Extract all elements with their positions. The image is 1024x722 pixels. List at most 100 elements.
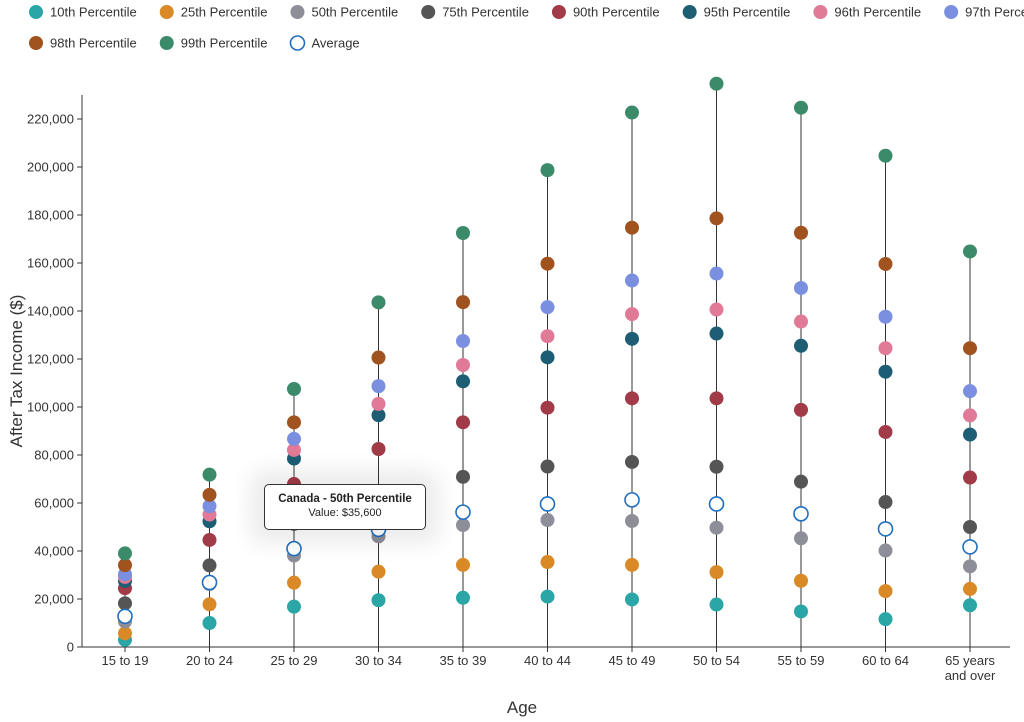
- point-95th-percentile[interactable]: [794, 338, 808, 353]
- point-96th-percentile[interactable]: [456, 358, 470, 372]
- point-75th-percentile[interactable]: [794, 474, 808, 489]
- point-97th-percentile[interactable]: [963, 384, 977, 399]
- legend-item-50th-percentile[interactable]: 50th Percentile: [290, 5, 398, 20]
- point-98th-percentile[interactable]: [709, 211, 724, 226]
- point-98th-percentile[interactable]: [794, 225, 808, 240]
- legend-item-10th-percentile[interactable]: 10th Percentile: [29, 5, 137, 20]
- point-average[interactable]: [793, 505, 809, 522]
- point-50th-percentile[interactable]: [709, 520, 724, 535]
- legend-item-97th-percentile[interactable]: 97th Percentile: [944, 5, 1024, 20]
- point-90th-percentile[interactable]: [202, 532, 217, 547]
- legend-item-98th-percentile[interactable]: 98th Percentile: [29, 36, 137, 51]
- point-96th-percentile[interactable]: [625, 307, 639, 322]
- point-average[interactable]: [539, 496, 556, 512]
- legend[interactable]: 10th Percentile 25th Percentile 50th Perce…: [29, 5, 1024, 51]
- point-75th-percentile[interactable]: [878, 495, 893, 510]
- point-average[interactable]: [708, 496, 725, 512]
- point-75th-percentile[interactable]: [709, 459, 724, 474]
- point-25th-percentile[interactable]: [540, 555, 555, 570]
- data-points[interactable]: [117, 76, 978, 647]
- point-25th-percentile[interactable]: [709, 565, 724, 580]
- point-50th-percentile[interactable]: [540, 513, 555, 528]
- point-average[interactable]: [455, 504, 471, 520]
- point-25th-percentile[interactable]: [118, 626, 132, 641]
- point-99th-percentile[interactable]: [625, 105, 639, 120]
- point-97th-percentile[interactable]: [878, 309, 893, 324]
- point-98th-percentile[interactable]: [371, 350, 386, 365]
- point-75th-percentile[interactable]: [540, 459, 555, 474]
- point-97th-percentile[interactable]: [456, 334, 470, 348]
- point-90th-percentile[interactable]: [540, 400, 555, 415]
- point-75th-percentile[interactable]: [963, 520, 977, 534]
- point-99th-percentile[interactable]: [878, 148, 893, 163]
- point-25th-percentile[interactable]: [202, 597, 217, 612]
- point-10th-percentile[interactable]: [456, 590, 470, 605]
- point-90th-percentile[interactable]: [456, 415, 470, 430]
- point-97th-percentile[interactable]: [794, 280, 808, 295]
- point-99th-percentile[interactable]: [202, 467, 217, 482]
- point-50th-percentile[interactable]: [794, 531, 808, 546]
- point-25th-percentile[interactable]: [371, 564, 386, 579]
- point-97th-percentile[interactable]: [709, 266, 724, 281]
- point-99th-percentile[interactable]: [963, 244, 977, 259]
- point-25th-percentile[interactable]: [456, 557, 470, 572]
- point-99th-percentile[interactable]: [371, 295, 386, 310]
- point-average[interactable]: [201, 574, 218, 591]
- point-97th-percentile[interactable]: [540, 300, 555, 315]
- point-75th-percentile[interactable]: [625, 454, 639, 469]
- point-96th-percentile[interactable]: [878, 341, 893, 356]
- point-96th-percentile[interactable]: [287, 442, 301, 457]
- point-25th-percentile[interactable]: [287, 575, 301, 590]
- point-50th-percentile[interactable]: [625, 514, 639, 528]
- point-98th-percentile[interactable]: [963, 341, 977, 356]
- point-98th-percentile[interactable]: [625, 220, 639, 235]
- point-75th-percentile[interactable]: [456, 469, 470, 484]
- legend-item-25th-percentile[interactable]: 25th Percentile: [159, 5, 268, 20]
- point-98th-percentile[interactable]: [287, 415, 301, 430]
- point-97th-percentile[interactable]: [287, 431, 301, 446]
- point-99th-percentile[interactable]: [287, 382, 301, 396]
- legend-item-average[interactable]: Average: [289, 35, 360, 51]
- point-25th-percentile[interactable]: [963, 581, 977, 596]
- point-97th-percentile[interactable]: [371, 379, 386, 394]
- point-95th-percentile[interactable]: [371, 408, 386, 423]
- point-90th-percentile[interactable]: [709, 391, 724, 406]
- legend-item-95th-percentile[interactable]: 95th Percentile: [682, 5, 791, 20]
- legend-item-99th-percentile[interactable]: 99th Percentile: [159, 36, 268, 51]
- point-95th-percentile[interactable]: [963, 427, 977, 442]
- point-96th-percentile[interactable]: [963, 408, 977, 423]
- point-95th-percentile[interactable]: [709, 326, 724, 341]
- point-96th-percentile[interactable]: [794, 314, 808, 329]
- point-95th-percentile[interactable]: [878, 364, 893, 379]
- point-96th-percentile[interactable]: [371, 396, 386, 411]
- point-average[interactable]: [286, 540, 302, 557]
- point-average[interactable]: [117, 608, 133, 625]
- point-90th-percentile[interactable]: [371, 442, 386, 456]
- point-25th-percentile[interactable]: [625, 557, 639, 572]
- legend-item-75th-percentile[interactable]: 75th Percentile: [421, 5, 529, 20]
- point-95th-percentile[interactable]: [456, 374, 470, 389]
- point-98th-percentile[interactable]: [202, 487, 217, 502]
- point-98th-percentile[interactable]: [118, 558, 132, 573]
- legend-item-96th-percentile[interactable]: 96th Percentile: [813, 5, 921, 20]
- point-95th-percentile[interactable]: [540, 350, 555, 365]
- point-75th-percentile[interactable]: [118, 596, 132, 611]
- point-98th-percentile[interactable]: [540, 256, 555, 271]
- point-95th-percentile[interactable]: [625, 331, 639, 346]
- point-96th-percentile[interactable]: [540, 329, 555, 344]
- point-99th-percentile[interactable]: [456, 226, 470, 240]
- point-25th-percentile[interactable]: [878, 584, 893, 599]
- point-90th-percentile[interactable]: [794, 402, 808, 417]
- point-10th-percentile[interactable]: [794, 604, 808, 619]
- point-10th-percentile[interactable]: [963, 598, 977, 613]
- point-average[interactable]: [877, 521, 894, 537]
- point-25th-percentile[interactable]: [794, 573, 808, 588]
- point-96th-percentile[interactable]: [709, 302, 724, 317]
- point-50th-percentile[interactable]: [963, 559, 977, 574]
- point-98th-percentile[interactable]: [878, 256, 893, 271]
- point-90th-percentile[interactable]: [963, 470, 977, 485]
- point-10th-percentile[interactable]: [625, 592, 639, 607]
- point-average[interactable]: [962, 539, 978, 555]
- point-10th-percentile[interactable]: [287, 599, 301, 614]
- point-10th-percentile[interactable]: [371, 593, 386, 608]
